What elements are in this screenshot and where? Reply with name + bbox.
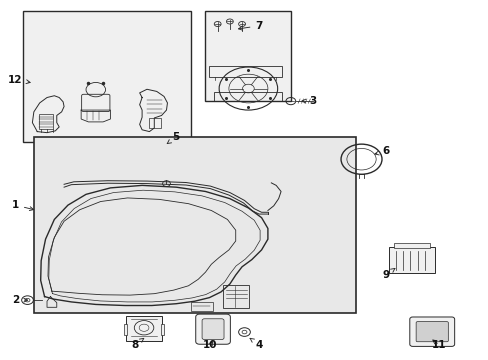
FancyBboxPatch shape — [415, 321, 447, 342]
Text: 7: 7 — [238, 21, 262, 31]
FancyBboxPatch shape — [388, 247, 434, 273]
Text: 12: 12 — [8, 75, 30, 85]
FancyBboxPatch shape — [124, 324, 127, 334]
Text: 4: 4 — [249, 338, 262, 350]
Text: 10: 10 — [203, 340, 217, 350]
FancyBboxPatch shape — [222, 285, 249, 308]
FancyBboxPatch shape — [195, 314, 230, 344]
Text: 3: 3 — [301, 96, 316, 106]
FancyBboxPatch shape — [202, 319, 224, 339]
FancyBboxPatch shape — [409, 317, 454, 346]
FancyBboxPatch shape — [22, 12, 190, 142]
FancyBboxPatch shape — [160, 324, 163, 334]
FancyBboxPatch shape — [205, 12, 290, 101]
Text: 5: 5 — [167, 132, 180, 144]
Text: 1: 1 — [12, 200, 34, 211]
FancyBboxPatch shape — [190, 302, 212, 311]
Text: 11: 11 — [431, 340, 446, 350]
FancyBboxPatch shape — [34, 137, 355, 313]
FancyBboxPatch shape — [393, 243, 429, 248]
Text: 9: 9 — [382, 269, 394, 280]
Text: 2: 2 — [12, 295, 27, 305]
Text: 6: 6 — [374, 146, 389, 156]
FancyBboxPatch shape — [126, 316, 162, 341]
Text: 8: 8 — [131, 338, 143, 350]
